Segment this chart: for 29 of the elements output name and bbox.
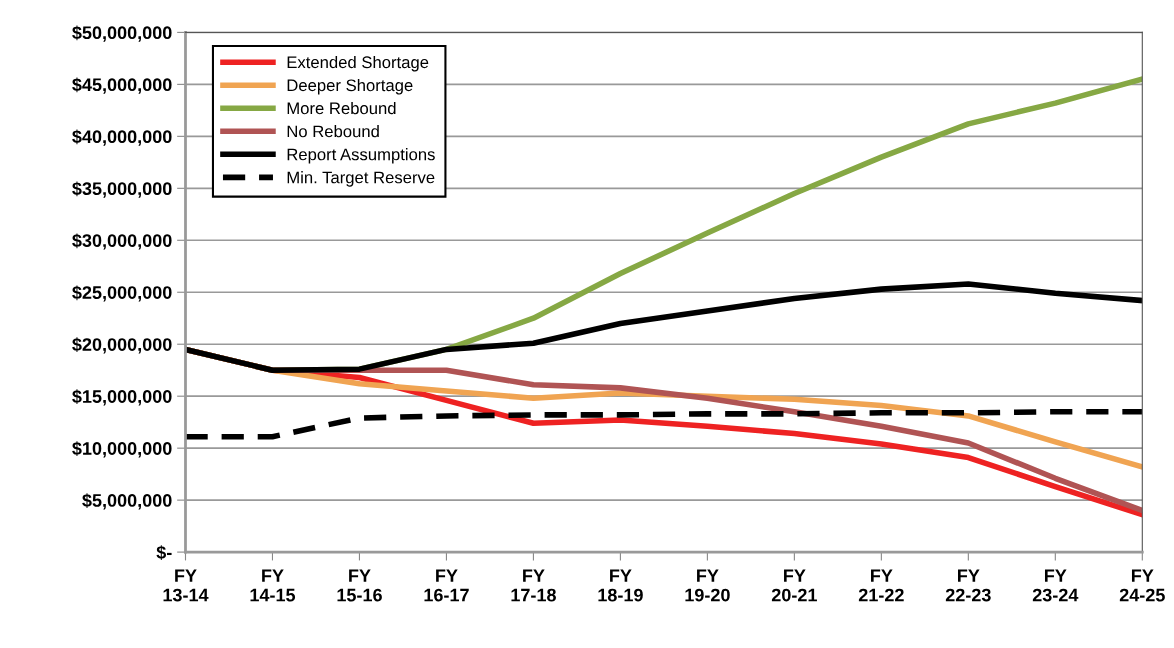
legend-label: No Rebound [287,125,379,138]
y-tick-label: $20,000,000 [72,337,172,354]
legend-label: More Rebound [287,102,396,115]
y-tick-label: $25,000,000 [72,285,172,302]
x-tick-label: FY 15-16 [337,569,382,602]
x-tick-label: FY 21-22 [858,569,904,602]
legend-label: Report Assumptions [287,148,435,164]
x-tick-label: FY 19-20 [685,569,730,602]
x-tick-label: FY 24-25 [1119,569,1165,602]
x-tick-label: FY 20-21 [771,569,817,602]
x-tick-label: FY 16-17 [424,569,469,602]
y-tick-label: $50,000,000 [72,25,172,42]
x-tick-label: FY 22-23 [945,569,991,602]
legend-label: Extended Shortage [287,55,429,72]
y-tick-label: $5,000,000 [82,493,172,510]
y-tick-label: $15,000,000 [72,389,172,406]
x-tick-label: FY 17-18 [511,569,556,602]
y-tick-label: $40,000,000 [72,129,172,146]
y-tick-label: $30,000,000 [72,233,172,250]
x-tick-label: FY 14-15 [250,569,296,602]
y-tick-label: $10,000,000 [72,441,172,458]
y-tick-label: $35,000,000 [72,181,172,198]
legend-label: Min. Target Reserve [287,171,435,187]
x-tick-label: FY 18-19 [598,569,643,602]
legend-label: Deeper Shortage [287,78,413,95]
y-tick-label: $- [156,545,172,560]
y-tick-label: $45,000,000 [72,77,172,94]
x-tick-label: FY 23-24 [1032,569,1079,602]
x-tick-label: FY 13-14 [163,569,209,602]
